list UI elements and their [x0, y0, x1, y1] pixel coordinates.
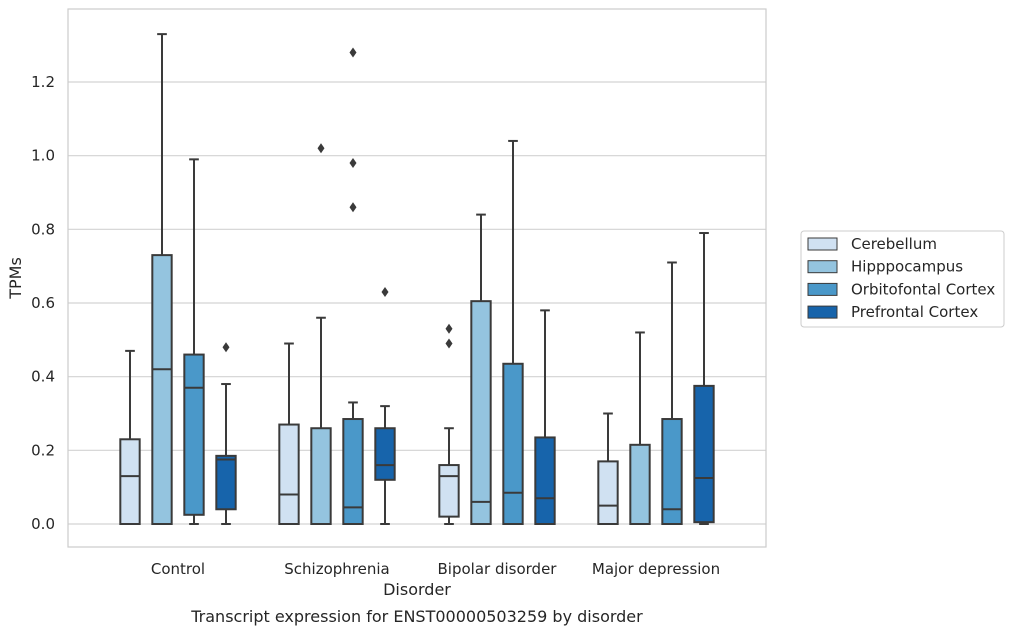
y-tick-label: 0.6	[31, 294, 55, 312]
box-cerebellum-2	[438, 323, 460, 525]
box-prefrontal-cortex-0	[215, 342, 237, 525]
y-axis-label: TPMs	[6, 257, 25, 300]
gridlines	[68, 81, 766, 525]
y-tick-label: 0.0	[31, 515, 55, 533]
x-axis-label: Disorder	[383, 580, 451, 599]
legend-label: Cerebellum	[851, 235, 937, 253]
box-body	[119, 438, 141, 525]
box-prefrontal-cortex-1	[374, 286, 396, 525]
legend-item: Orbitofontal Cortex	[807, 280, 995, 298]
y-tick-label: 0.8	[31, 220, 55, 238]
outlier-point	[317, 143, 325, 154]
y-tick-label: 0.2	[31, 441, 55, 459]
box-body	[597, 460, 619, 526]
box-body	[534, 436, 556, 525]
box-body	[215, 454, 237, 511]
x-tick-label: Major depression	[592, 560, 720, 578]
legend-label: Hipppocampus	[851, 258, 963, 276]
legend-item: Prefrontal Cortex	[807, 303, 978, 321]
x-tick-label: Control	[151, 560, 205, 578]
outlier-point	[349, 47, 357, 58]
box-body	[278, 423, 300, 525]
outlier-point	[349, 202, 357, 213]
y-tick-label: 0.4	[31, 368, 55, 386]
box-body	[438, 464, 460, 518]
box-hipppocampus-3	[629, 331, 651, 525]
box-body	[502, 362, 524, 526]
outlier-point	[445, 338, 453, 349]
box-body	[470, 300, 492, 525]
box-body	[661, 418, 683, 525]
y-tick-label: 1.2	[31, 73, 55, 91]
box-body	[342, 418, 364, 525]
legend-swatch	[807, 237, 838, 251]
box-hipppocampus-2	[470, 213, 492, 525]
legend-items: Cerebellum Hipppocampus Orbitofontal Corte…	[807, 235, 995, 321]
box-orbitofontal-cortex-3	[661, 261, 683, 525]
legend-swatch	[807, 282, 838, 296]
box-hipppocampus-1	[310, 143, 332, 525]
outlier-point	[381, 286, 389, 297]
box-body	[629, 443, 651, 525]
box-prefrontal-cortex-2	[534, 309, 556, 525]
box-body	[693, 384, 715, 524]
box-orbitofontal-cortex-0	[183, 158, 205, 525]
boxes	[119, 33, 715, 526]
box-cerebellum-3	[597, 412, 619, 526]
x-tick-label: Bipolar disorder	[438, 560, 558, 578]
legend-label: Orbitofontal Cortex	[851, 280, 995, 298]
legend-frame	[800, 230, 1005, 328]
box-cerebellum-0	[119, 349, 141, 525]
box-body	[151, 254, 173, 525]
plot-frame	[67, 8, 767, 548]
box-body	[310, 427, 332, 525]
legend-swatch	[807, 305, 838, 319]
x-tick-labels: Control Schizophrenia Bipolar disorder Majo…	[151, 560, 720, 578]
box-hipppocampus-0	[151, 33, 173, 525]
legend-item: Cerebellum	[807, 235, 937, 253]
legend-item: Hipppocampus	[807, 258, 963, 276]
y-tick-label: 1.0	[31, 147, 55, 165]
box-prefrontal-cortex-3	[693, 232, 715, 525]
legend-label: Prefrontal Cortex	[851, 303, 978, 321]
box-orbitofontal-cortex-2	[502, 139, 524, 526]
outlier-point	[349, 158, 357, 169]
box-cerebellum-1	[278, 342, 300, 525]
legend: Cerebellum Hipppocampus Orbitofontal Corte…	[800, 230, 1005, 328]
legend-swatch	[807, 260, 838, 274]
box-orbitofontal-cortex-1	[342, 47, 364, 525]
box-body	[183, 353, 205, 516]
box-body	[374, 427, 396, 481]
x-tick-label: Schizophrenia	[284, 560, 389, 578]
y-tick-labels: 0.0 0.2 0.4 0.6 0.8 1.0 1.2	[31, 73, 55, 533]
figure-caption: Transcript expression for ENST0000050325…	[190, 607, 643, 626]
outlier-point	[222, 342, 230, 353]
outlier-point	[445, 323, 453, 334]
